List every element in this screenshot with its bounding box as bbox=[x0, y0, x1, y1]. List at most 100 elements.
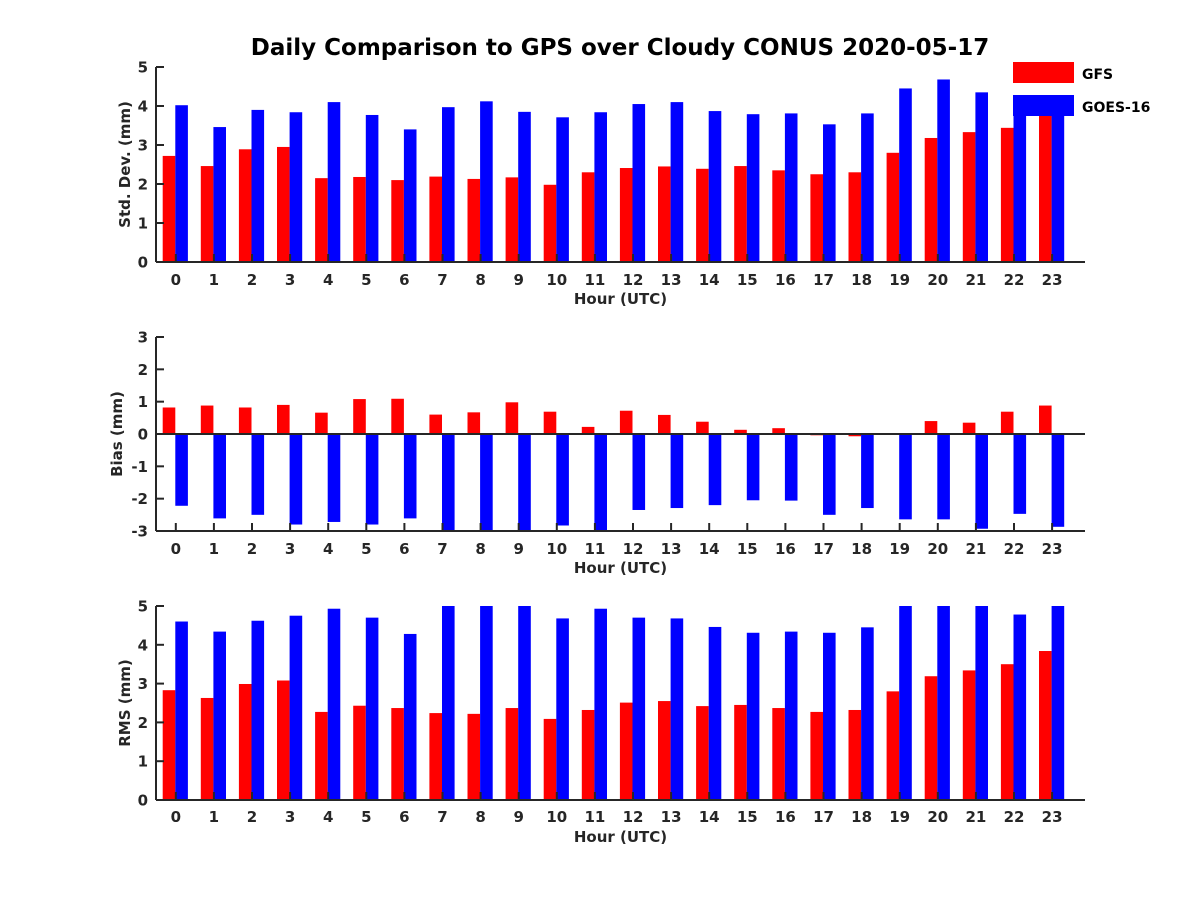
x-axis-label: Hour (UTC) bbox=[574, 828, 667, 846]
bar-gfs-15 bbox=[734, 704, 747, 800]
bar-gfs-2 bbox=[238, 683, 252, 800]
bar-gfs-17 bbox=[810, 174, 823, 262]
x-tick-label: 4 bbox=[323, 271, 333, 289]
bar-goes16-18 bbox=[861, 113, 874, 262]
x-tick-label: 7 bbox=[437, 271, 447, 289]
x-tick-label: 5 bbox=[361, 808, 371, 826]
bar-goes16-8 bbox=[480, 434, 493, 531]
x-tick-label: 8 bbox=[475, 808, 485, 826]
x-tick-label: 19 bbox=[889, 808, 910, 826]
bar-goes16-9 bbox=[518, 434, 531, 531]
x-tick-label: 14 bbox=[699, 808, 720, 826]
bar-gfs-0 bbox=[162, 407, 176, 434]
bar-gfs-3 bbox=[277, 146, 290, 262]
bar-goes16-17 bbox=[823, 124, 836, 262]
legend-swatch-gfs bbox=[1013, 62, 1074, 83]
bar-goes16-19 bbox=[899, 434, 912, 520]
y-tick-label: 2 bbox=[138, 361, 148, 379]
bar-gfs-6 bbox=[391, 180, 404, 262]
bar-gfs-10 bbox=[543, 184, 557, 262]
y-tick-label: 0 bbox=[138, 254, 148, 272]
bar-gfs-20 bbox=[924, 676, 938, 800]
x-tick-label: 8 bbox=[475, 540, 485, 558]
x-tick-label: 21 bbox=[965, 271, 986, 289]
bar-goes16-17 bbox=[823, 632, 836, 800]
x-tick-label: 16 bbox=[775, 271, 796, 289]
legend: GFS GOES-16 bbox=[1013, 62, 1150, 116]
bar-goes16-8 bbox=[480, 101, 493, 262]
bar-gfs-0 bbox=[162, 690, 176, 800]
x-tick-label: 5 bbox=[361, 540, 371, 558]
bar-gfs-11 bbox=[581, 426, 595, 434]
bar-gfs-23 bbox=[1039, 114, 1052, 262]
bar-gfs-12 bbox=[619, 410, 633, 434]
bar-goes16-12 bbox=[632, 434, 646, 510]
x-tick-label: 23 bbox=[1042, 271, 1063, 289]
x-tick-label: 0 bbox=[171, 808, 181, 826]
x-tick-label: 4 bbox=[323, 540, 333, 558]
y-tick-label: 2 bbox=[138, 176, 148, 194]
x-tick-label: 3 bbox=[285, 271, 295, 289]
bar-goes16-3 bbox=[289, 112, 303, 263]
bar-gfs-13 bbox=[658, 166, 671, 262]
bar-gfs-4 bbox=[315, 178, 328, 262]
bar-goes16-14 bbox=[708, 626, 722, 800]
x-tick-label: 15 bbox=[737, 271, 758, 289]
x-tick-label: 9 bbox=[513, 540, 523, 558]
bar-goes16-14 bbox=[708, 434, 722, 506]
bar-gfs-22 bbox=[1000, 127, 1014, 262]
bar-goes16-1 bbox=[213, 434, 226, 519]
bar-goes16-18 bbox=[861, 434, 874, 509]
x-tick-label: 2 bbox=[247, 271, 257, 289]
x-tick-label: 10 bbox=[546, 540, 567, 558]
x-tick-label: 18 bbox=[851, 540, 872, 558]
bar-gfs-19 bbox=[886, 691, 900, 800]
x-tick-label: 2 bbox=[247, 808, 257, 826]
bar-gfs-15 bbox=[734, 429, 747, 434]
bar-goes16-16 bbox=[784, 113, 798, 262]
x-tick-label: 15 bbox=[737, 540, 758, 558]
bar-gfs-7 bbox=[429, 176, 442, 262]
bar-goes16-4 bbox=[327, 434, 341, 522]
x-tick-label: 17 bbox=[813, 271, 834, 289]
y-tick-label: 3 bbox=[138, 329, 148, 347]
bar-goes16-22 bbox=[1013, 102, 1027, 262]
bar-goes16-7 bbox=[442, 606, 455, 800]
x-tick-label: 14 bbox=[699, 271, 720, 289]
bar-gfs-13 bbox=[658, 414, 671, 434]
bar-goes16-15 bbox=[746, 114, 760, 262]
bar-goes16-1 bbox=[213, 631, 226, 800]
bar-goes16-21 bbox=[975, 434, 988, 529]
x-tick-label: 22 bbox=[1004, 271, 1025, 289]
y-tick-label: 3 bbox=[138, 675, 148, 693]
bar-goes16-0 bbox=[175, 434, 188, 506]
bar-goes16-4 bbox=[327, 102, 341, 262]
bar-goes16-5 bbox=[365, 434, 379, 525]
y-tick-label: -1 bbox=[131, 458, 148, 476]
bar-gfs-4 bbox=[315, 711, 328, 800]
x-tick-label: 20 bbox=[927, 808, 948, 826]
bar-gfs-11 bbox=[581, 172, 595, 262]
x-tick-label: 7 bbox=[437, 808, 447, 826]
legend-label-gfs: GFS bbox=[1082, 67, 1113, 83]
bar-goes16-10 bbox=[556, 434, 569, 526]
bar-gfs-21 bbox=[962, 422, 976, 434]
bar-gfs-16 bbox=[772, 708, 785, 800]
x-tick-label: 19 bbox=[889, 540, 910, 558]
bar-goes16-18 bbox=[861, 627, 874, 800]
bar-goes16-6 bbox=[403, 434, 417, 519]
bar-gfs-8 bbox=[467, 178, 481, 262]
bar-gfs-21 bbox=[962, 132, 976, 262]
bar-goes16-5 bbox=[365, 114, 379, 262]
y-tick-label: 4 bbox=[138, 636, 148, 654]
bar-gfs-3 bbox=[277, 680, 290, 800]
bar-gfs-16 bbox=[772, 428, 785, 434]
bar-goes16-0 bbox=[175, 105, 188, 262]
bar-gfs-6 bbox=[391, 708, 404, 800]
x-tick-label: 18 bbox=[851, 271, 872, 289]
bar-gfs-5 bbox=[353, 176, 366, 262]
bar-goes16-10 bbox=[556, 117, 569, 262]
bar-goes16-13 bbox=[670, 618, 684, 800]
y-tick-label: -3 bbox=[131, 523, 148, 541]
